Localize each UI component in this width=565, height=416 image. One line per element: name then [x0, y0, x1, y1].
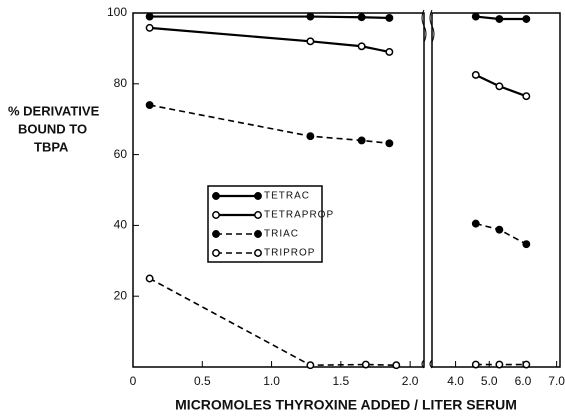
- frame: [132, 12, 425, 368]
- legend-label: TRIAC: [264, 229, 299, 240]
- marker: [212, 192, 220, 200]
- marker: [145, 23, 154, 32]
- marker: [522, 15, 531, 23]
- marker: [471, 360, 480, 369]
- marker: [471, 12, 480, 21]
- marker: [254, 211, 262, 219]
- marker: [385, 14, 394, 22]
- marker: [306, 12, 315, 21]
- x-tick-label: 6.0: [515, 374, 532, 388]
- y-axis-label: % DERIVATIVE: [8, 103, 100, 118]
- marker: [522, 92, 531, 101]
- marker: [495, 82, 504, 91]
- marker: [357, 136, 366, 145]
- marker: [306, 132, 315, 141]
- marker: [306, 361, 315, 370]
- marker: [254, 249, 262, 257]
- legend: [207, 185, 323, 263]
- marker: [212, 211, 220, 219]
- marker: [392, 361, 401, 370]
- marker: [471, 71, 480, 79]
- x-tick-label: 5.0: [481, 374, 498, 388]
- marker: [212, 230, 220, 238]
- y-axis-label: BOUND TO: [18, 121, 87, 136]
- y-tick-label: 80: [114, 76, 128, 90]
- series-line: [149, 15, 390, 20]
- x-tick-label: 0: [130, 374, 137, 388]
- marker: [254, 192, 262, 200]
- marker: [357, 13, 366, 22]
- y-tick-label: 20: [114, 288, 128, 302]
- x-tick-label: 1.5: [333, 374, 350, 388]
- legend-label: TETRAPROP: [264, 210, 334, 221]
- y-tick-label: 100: [107, 5, 127, 19]
- series-line: [149, 104, 390, 145]
- legend-label: TETRAC: [264, 191, 310, 202]
- marker: [361, 360, 370, 369]
- y-axis-label: TBPA: [34, 139, 69, 154]
- x-tick-label: 1.0: [263, 374, 280, 388]
- x-tick-label: 4.0: [447, 374, 464, 388]
- marker: [357, 42, 366, 51]
- x-tick-label: 0.5: [194, 374, 211, 388]
- marker: [385, 47, 394, 56]
- x-axis-label: MICROMOLES THYROXINE ADDED / LITER SERUM: [175, 397, 517, 413]
- marker: [471, 219, 480, 228]
- marker: [495, 360, 504, 369]
- marker: [212, 249, 220, 257]
- marker: [145, 101, 154, 109]
- marker: [522, 240, 531, 249]
- y-tick-label: 60: [114, 147, 128, 161]
- legend-label: TRIPROP: [264, 248, 315, 259]
- marker: [522, 360, 531, 369]
- x-tick-label: 7.0: [548, 374, 565, 388]
- marker: [254, 230, 262, 238]
- marker: [145, 12, 154, 21]
- marker: [306, 37, 315, 46]
- x-tick-label: 2.0: [402, 374, 419, 388]
- marker: [385, 139, 394, 148]
- series-line: [149, 277, 397, 367]
- marker: [495, 225, 504, 234]
- frame: [431, 12, 561, 368]
- marker: [495, 15, 504, 23]
- y-tick-label: 40: [114, 218, 128, 232]
- series-line: [149, 26, 390, 54]
- marker: [145, 274, 154, 283]
